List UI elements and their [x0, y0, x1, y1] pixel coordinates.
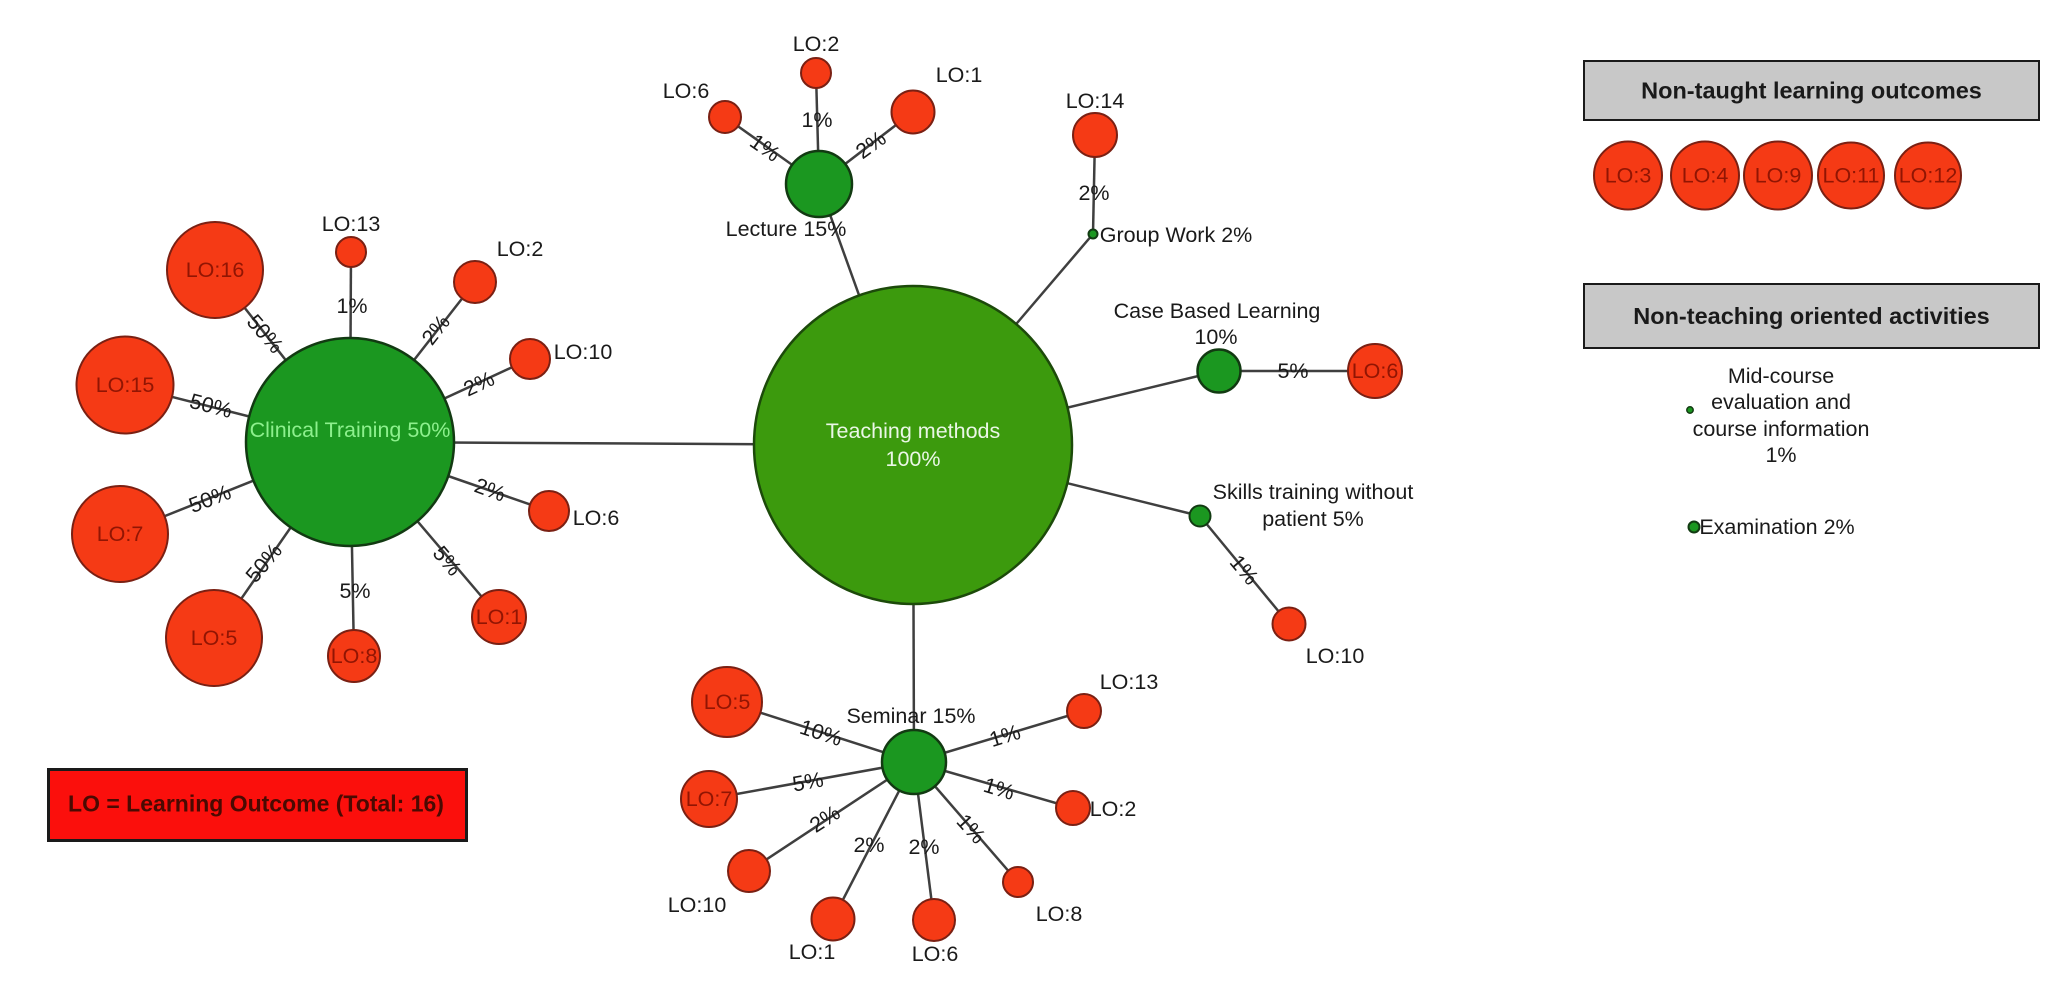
svg-text:LO:4: LO:4: [1682, 164, 1729, 188]
svg-text:LO:10: LO:10: [554, 340, 613, 364]
svg-text:LO:6: LO:6: [573, 506, 620, 530]
svg-text:LO:5: LO:5: [191, 626, 238, 650]
svg-text:LO:12: LO:12: [1899, 164, 1958, 188]
svg-text:patient 5%: patient 5%: [1262, 507, 1364, 531]
svg-text:LO:16: LO:16: [186, 258, 245, 282]
svg-text:Seminar 15%: Seminar 15%: [846, 704, 975, 728]
svg-text:LO:6: LO:6: [663, 79, 710, 103]
svg-text:5%: 5%: [791, 767, 826, 796]
svg-text:LO:8: LO:8: [331, 644, 378, 668]
svg-text:LO:8: LO:8: [1036, 902, 1083, 926]
svg-text:LO:2: LO:2: [497, 237, 544, 261]
svg-text:Lecture 15%: Lecture 15%: [726, 217, 847, 241]
svg-text:LO:13: LO:13: [322, 212, 381, 236]
svg-text:LO:13: LO:13: [1100, 670, 1159, 694]
svg-text:Group Work 2%: Group Work 2%: [1100, 223, 1253, 247]
svg-text:LO:2: LO:2: [1090, 797, 1137, 821]
svg-text:LO:11: LO:11: [1823, 164, 1880, 188]
svg-text:5%: 5%: [339, 579, 370, 603]
svg-text:LO:6: LO:6: [912, 942, 959, 966]
svg-text:Mid-course: Mid-course: [1728, 364, 1834, 388]
svg-text:LO:1: LO:1: [936, 63, 983, 87]
svg-text:LO:10: LO:10: [1306, 644, 1365, 668]
svg-text:1%: 1%: [1765, 443, 1796, 467]
svg-text:evaluation and: evaluation and: [1711, 390, 1851, 414]
svg-text:2%: 2%: [1078, 181, 1109, 205]
svg-text:LO:9: LO:9: [1755, 164, 1802, 188]
svg-text:1%: 1%: [801, 108, 832, 132]
svg-text:5%: 5%: [1277, 359, 1308, 383]
svg-text:Case Based Learning: Case Based Learning: [1114, 299, 1321, 323]
svg-text:10%: 10%: [1194, 325, 1237, 349]
svg-text:Clinical Training 50%: Clinical Training 50%: [250, 418, 451, 442]
svg-text:LO:2: LO:2: [793, 32, 840, 56]
svg-text:Skills training without: Skills training without: [1213, 480, 1414, 504]
svg-text:LO = Learning Outcome (Total:: LO = Learning Outcome (Total: 16): [68, 791, 444, 817]
svg-text:LO:14: LO:14: [1066, 89, 1125, 113]
svg-text:LO:1: LO:1: [789, 940, 836, 964]
svg-text:Examination 2%: Examination 2%: [1699, 515, 1854, 539]
svg-text:100%: 100%: [886, 447, 941, 471]
svg-text:LO:15: LO:15: [96, 373, 155, 397]
svg-text:LO:5: LO:5: [704, 690, 751, 714]
svg-text:1%: 1%: [336, 294, 367, 318]
svg-text:LO:3: LO:3: [1605, 164, 1652, 188]
svg-text:LO:7: LO:7: [97, 522, 144, 546]
svg-text:Non-taught learning outcomes: Non-taught learning outcomes: [1641, 78, 1982, 104]
svg-text:LO:7: LO:7: [686, 787, 733, 811]
svg-text:LO:6: LO:6: [1352, 359, 1399, 383]
svg-text:2%: 2%: [853, 833, 884, 857]
svg-text:Non-teaching oriented activiti: Non-teaching oriented activities: [1633, 303, 1989, 329]
svg-text:LO:10: LO:10: [668, 893, 727, 917]
svg-text:LO:1: LO:1: [476, 605, 523, 629]
svg-text:2%: 2%: [908, 835, 939, 859]
svg-text:Teaching methods: Teaching methods: [826, 419, 1001, 443]
svg-text:course information: course information: [1693, 417, 1870, 441]
